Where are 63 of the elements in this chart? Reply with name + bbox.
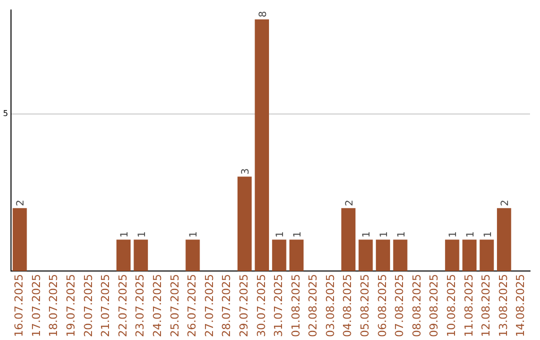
x-tick-label: 19.07.2025 — [64, 274, 78, 338]
bar — [116, 240, 131, 272]
x-tick-label: 25.07.2025 — [168, 274, 182, 338]
x-tick-label: 07.08.2025 — [393, 274, 406, 338]
bar — [358, 240, 373, 272]
x-tick-label: 05.08.2025 — [358, 274, 372, 338]
x-tick-label: 04.08.2025 — [341, 274, 354, 338]
bar — [238, 176, 252, 272]
bar — [12, 208, 27, 272]
x-tick-label: 22.07.2025 — [116, 274, 130, 338]
bar — [289, 240, 304, 272]
data-label: 1 — [120, 231, 131, 238]
x-tick-label: 02.08.2025 — [306, 274, 320, 338]
data-label: 8 — [258, 11, 269, 18]
x-tick-label: 01.08.2025 — [289, 274, 302, 338]
bar — [393, 240, 408, 272]
bar — [462, 240, 477, 272]
data-label: 1 — [465, 231, 476, 238]
y-tick-label: 5 — [2, 108, 8, 118]
x-tick-label: 29.07.2025 — [237, 274, 250, 338]
x-tick-label: 03.08.2025 — [324, 274, 337, 338]
bar — [445, 240, 460, 272]
data-label: 1 — [448, 231, 460, 238]
x-tick-label: 11.08.2025 — [462, 274, 476, 338]
x-tick-label: 24.07.2025 — [150, 274, 164, 338]
bar — [376, 240, 390, 272]
x-tick-label: 16.07.2025 — [12, 274, 26, 338]
data-label: 2 — [500, 200, 512, 206]
x-tick-label: 18.07.2025 — [47, 274, 60, 338]
data-label: 1 — [136, 231, 148, 238]
data-label: 1 — [188, 231, 200, 238]
bar — [341, 208, 356, 272]
x-tick-label: 31.07.2025 — [272, 274, 286, 338]
x-tick-label: 06.08.2025 — [376, 274, 389, 338]
data-label: 2 — [344, 200, 356, 206]
x-tick-label: 14.08.2025 — [514, 274, 528, 338]
x-tick-label: 08.08.2025 — [410, 274, 424, 338]
bar — [496, 208, 512, 272]
data-label: 1 — [275, 231, 286, 238]
x-tick-label: 12.08.2025 — [480, 274, 493, 338]
x-tick-label: 17.07.2025 — [30, 274, 43, 338]
x-tick-label: 20.07.2025 — [82, 274, 95, 338]
data-label: 2 — [16, 200, 27, 206]
x-tick-label: 21.07.2025 — [99, 274, 112, 338]
x-tick-label: 23.07.2025 — [134, 274, 147, 338]
bar — [254, 19, 269, 272]
data-label: 1 — [362, 231, 373, 238]
bar — [480, 240, 494, 272]
bar — [272, 240, 286, 272]
x-tick-label: 26.07.2025 — [186, 274, 199, 338]
bar — [134, 240, 148, 272]
data-label: 1 — [378, 231, 390, 238]
data-label: 1 — [396, 231, 408, 238]
data-label: 1 — [292, 231, 304, 238]
x-tick-label: 30.07.2025 — [254, 274, 268, 338]
bar — [186, 240, 200, 272]
x-tick-label: 10.08.2025 — [445, 274, 458, 338]
x-tick-label: 09.08.2025 — [428, 274, 441, 338]
data-label: 3 — [240, 168, 252, 175]
x-tick-label: 27.07.2025 — [202, 274, 216, 338]
data-label: 1 — [482, 231, 494, 238]
x-tick-label: 13.08.2025 — [496, 274, 510, 338]
x-tick-label: 28.07.2025 — [220, 274, 234, 338]
